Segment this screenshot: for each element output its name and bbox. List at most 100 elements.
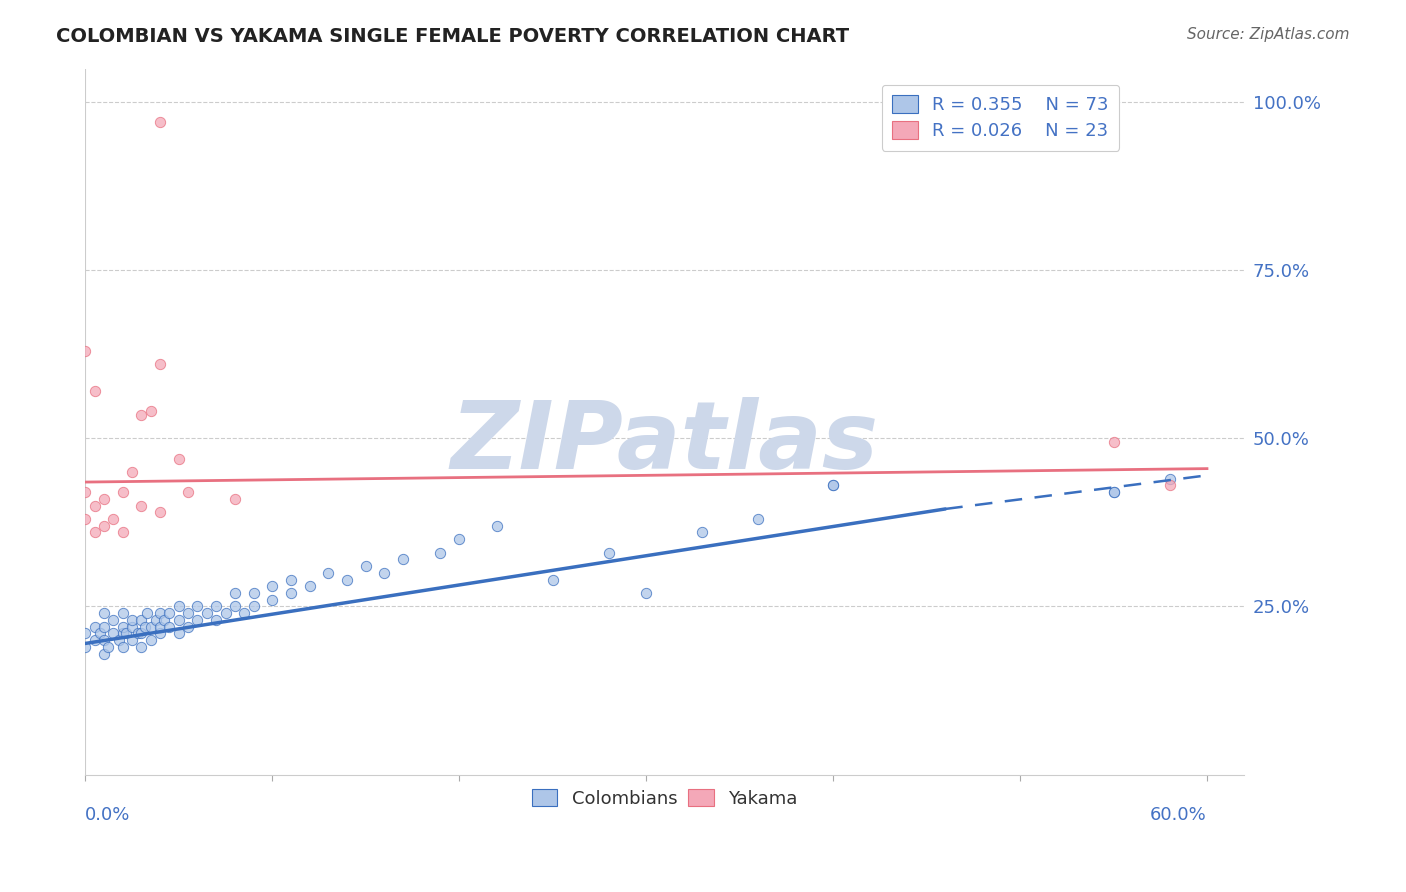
Point	[167, 451, 190, 466]
Point	[93, 647, 115, 661]
Point	[83, 620, 105, 634]
Point	[149, 606, 172, 620]
Point	[280, 573, 302, 587]
Text: ZIPatlas: ZIPatlas	[451, 397, 879, 489]
Point	[97, 640, 120, 654]
Point	[373, 566, 395, 580]
Point	[224, 491, 246, 506]
Point	[111, 620, 134, 634]
Point	[111, 640, 134, 654]
Point	[103, 626, 125, 640]
Point	[429, 546, 451, 560]
Point	[149, 620, 172, 634]
Point	[195, 606, 218, 620]
Point	[136, 606, 159, 620]
Point	[205, 599, 228, 614]
Point	[93, 491, 115, 506]
Point	[111, 626, 134, 640]
Point	[177, 606, 200, 620]
Point	[636, 586, 658, 600]
Point	[159, 620, 181, 634]
Point	[167, 613, 190, 627]
Point	[598, 546, 620, 560]
Point	[75, 485, 97, 500]
Point	[690, 525, 713, 540]
Point	[262, 579, 284, 593]
Text: COLOMBIAN VS YAKAMA SINGLE FEMALE POVERTY CORRELATION CHART: COLOMBIAN VS YAKAMA SINGLE FEMALE POVERT…	[56, 27, 849, 45]
Point	[149, 626, 172, 640]
Point	[111, 606, 134, 620]
Legend: Colombians, Yakama: Colombians, Yakama	[524, 781, 804, 815]
Point	[541, 573, 564, 587]
Point	[127, 626, 149, 640]
Point	[224, 586, 246, 600]
Point	[153, 613, 176, 627]
Point	[177, 485, 200, 500]
Point	[83, 384, 105, 399]
Point	[224, 599, 246, 614]
Point	[134, 620, 156, 634]
Point	[186, 613, 208, 627]
Point	[93, 606, 115, 620]
Point	[298, 579, 321, 593]
Point	[75, 626, 97, 640]
Point	[93, 518, 115, 533]
Point	[449, 533, 471, 547]
Point	[167, 626, 190, 640]
Point	[214, 606, 236, 620]
Text: 0.0%: 0.0%	[86, 806, 131, 824]
Point	[131, 626, 153, 640]
Point	[1159, 478, 1181, 492]
Point	[131, 499, 153, 513]
Point	[318, 566, 340, 580]
Point	[167, 599, 190, 614]
Point	[121, 633, 143, 648]
Point	[336, 573, 359, 587]
Point	[121, 620, 143, 634]
Point	[485, 518, 508, 533]
Point	[354, 559, 377, 574]
Point	[1102, 434, 1125, 449]
Point	[83, 633, 105, 648]
Point	[75, 512, 97, 526]
Point	[205, 613, 228, 627]
Point	[1159, 472, 1181, 486]
Point	[392, 552, 415, 566]
Point	[115, 626, 138, 640]
Point	[262, 592, 284, 607]
Point	[131, 408, 153, 422]
Point	[823, 478, 845, 492]
Point	[233, 606, 256, 620]
Point	[177, 620, 200, 634]
Point	[242, 586, 264, 600]
Text: 60.0%: 60.0%	[1150, 806, 1206, 824]
Point	[83, 499, 105, 513]
Point	[89, 626, 111, 640]
Point	[111, 485, 134, 500]
Point	[83, 525, 105, 540]
Point	[139, 633, 162, 648]
Point	[823, 478, 845, 492]
Point	[747, 512, 769, 526]
Point	[103, 512, 125, 526]
Point	[280, 586, 302, 600]
Point	[131, 640, 153, 654]
Point	[103, 613, 125, 627]
Point	[121, 465, 143, 479]
Point	[186, 599, 208, 614]
Point	[1102, 485, 1125, 500]
Point	[111, 525, 134, 540]
Point	[121, 613, 143, 627]
Point	[139, 404, 162, 418]
Point	[242, 599, 264, 614]
Point	[159, 606, 181, 620]
Point	[149, 115, 172, 129]
Point	[1102, 485, 1125, 500]
Point	[75, 343, 97, 358]
Point	[93, 633, 115, 648]
Point	[75, 640, 97, 654]
Text: Source: ZipAtlas.com: Source: ZipAtlas.com	[1187, 27, 1350, 42]
Point	[108, 633, 131, 648]
Point	[131, 613, 153, 627]
Point	[149, 358, 172, 372]
